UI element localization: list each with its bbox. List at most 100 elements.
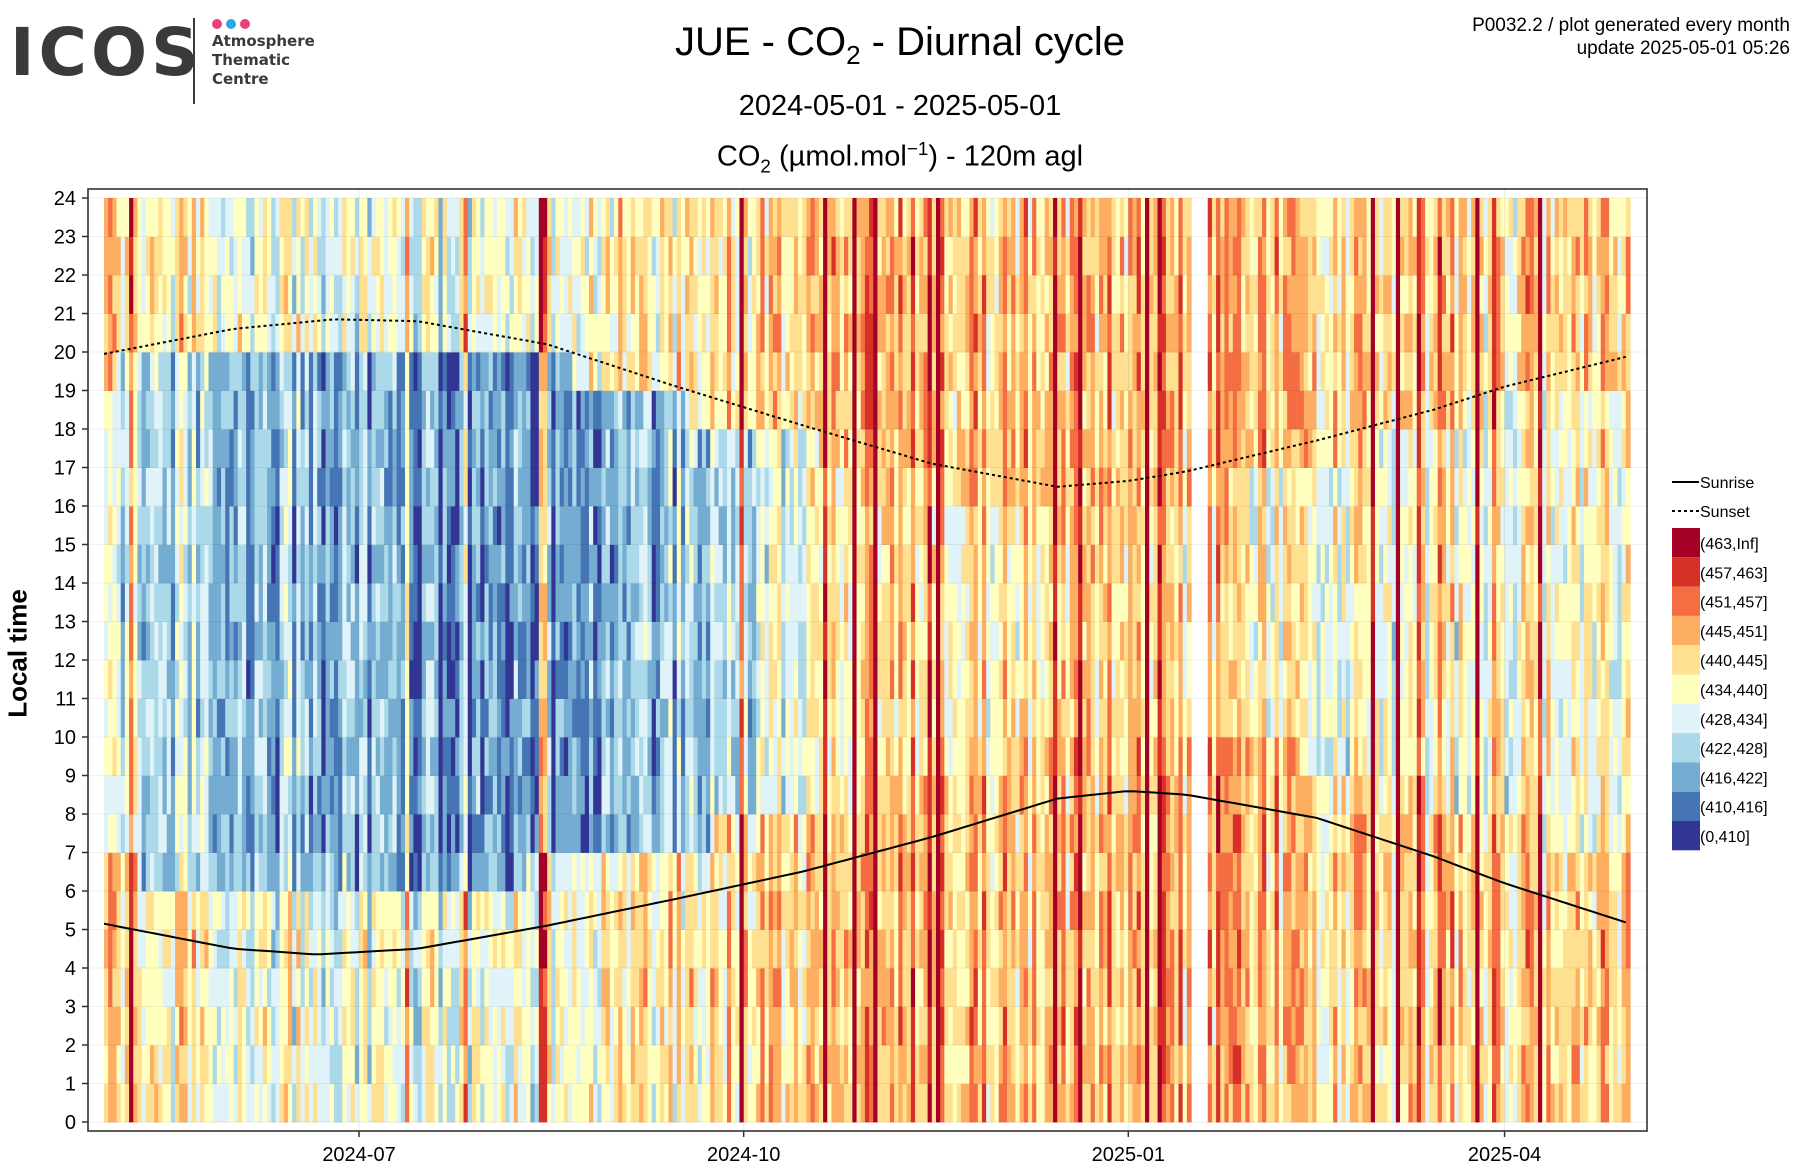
- heatmap-cell: [484, 891, 490, 930]
- heatmap-cell: [145, 429, 151, 468]
- heatmap-cell: [367, 891, 373, 930]
- heatmap-cell: [956, 929, 962, 969]
- heatmap-cell: [183, 275, 189, 314]
- heatmap-cell: [965, 698, 971, 738]
- heatmap-cell: [451, 1045, 456, 1084]
- heatmap-cell: [375, 352, 381, 391]
- heatmap-cell: [480, 275, 486, 314]
- heatmap-cell: [923, 1045, 929, 1084]
- heatmap-cell: [317, 390, 322, 430]
- heatmap-cell: [375, 544, 381, 584]
- heatmap-cell: [752, 275, 757, 314]
- heatmap-cell: [241, 814, 247, 853]
- heatmap-cell: [864, 1083, 870, 1123]
- heatmap-cell: [915, 891, 920, 930]
- heatmap-cell: [639, 737, 644, 776]
- heatmap-cell: [279, 1045, 285, 1084]
- heatmap-cell: [630, 467, 636, 507]
- heatmap-cell: [948, 891, 954, 930]
- heatmap-cell: [275, 737, 281, 776]
- heatmap-cell: [551, 467, 557, 507]
- heatmap-cell: [313, 313, 318, 353]
- heatmap-cell: [170, 1006, 176, 1046]
- heatmap-cell: [852, 313, 858, 353]
- heatmap-cell: [718, 1006, 724, 1046]
- heatmap-cell: [810, 275, 816, 314]
- heatmap-cell: [204, 660, 210, 699]
- heatmap-cell: [810, 660, 816, 699]
- heatmap-cell: [283, 198, 289, 237]
- heatmap-cell: [375, 968, 381, 1007]
- heatmap-cell: [233, 775, 239, 815]
- heatmap-cell: [793, 852, 799, 892]
- heatmap-cell: [480, 737, 486, 776]
- heatmap-cell: [551, 352, 557, 391]
- heatmap-cell: [216, 929, 222, 969]
- heatmap-cell: [133, 621, 139, 661]
- heatmap-cell: [630, 429, 636, 468]
- heatmap-cell: [262, 583, 268, 622]
- heatmap-cell: [522, 198, 527, 237]
- heatmap-cell: [283, 660, 289, 699]
- heatmap-cell: [170, 352, 176, 391]
- heatmap-cell: [321, 429, 327, 468]
- heatmap-cell: [179, 698, 185, 738]
- heatmap-cell: [572, 775, 578, 815]
- heatmap-cell: [764, 891, 770, 930]
- heatmap-cell: [860, 313, 866, 353]
- heatmap-cell: [250, 313, 256, 353]
- heatmap-cell: [363, 236, 368, 276]
- heatmap-cell: [158, 929, 164, 969]
- heatmap-cell: [108, 929, 113, 969]
- heatmap-cell: [931, 352, 937, 391]
- heatmap-cell: [806, 429, 812, 468]
- heatmap-cell: [154, 621, 159, 661]
- heatmap-cell: [852, 275, 858, 314]
- heatmap-cell: [835, 236, 841, 276]
- heatmap-cell: [313, 352, 318, 391]
- heatmap-cell: [839, 390, 845, 430]
- heatmap-cell: [969, 1083, 975, 1123]
- heatmap-cell: [488, 737, 494, 776]
- heatmap-cell: [626, 583, 632, 622]
- heatmap-cell: [547, 352, 552, 391]
- heatmap-cell: [129, 467, 134, 507]
- heatmap-cell: [329, 775, 335, 815]
- heatmap-cell: [200, 390, 205, 430]
- heatmap-cell: [354, 390, 360, 430]
- heatmap-cell: [626, 198, 632, 237]
- heatmap-cell: [446, 775, 452, 815]
- heatmap-cell: [522, 429, 527, 468]
- heatmap-cell: [651, 467, 657, 507]
- heatmap-cell: [760, 968, 766, 1007]
- heatmap-cell: [329, 583, 335, 622]
- heatmap-cell: [559, 852, 565, 892]
- heatmap-cell: [241, 275, 247, 314]
- heatmap-cell: [526, 236, 532, 276]
- heatmap-cell: [605, 198, 611, 237]
- heatmap-cell: [844, 313, 849, 353]
- heatmap-cell: [354, 775, 360, 815]
- heatmap-cell: [818, 737, 824, 776]
- heatmap-cell: [597, 814, 603, 853]
- heatmap-cell: [329, 698, 335, 738]
- heatmap-cell: [915, 236, 920, 276]
- heatmap-cell: [317, 775, 322, 815]
- heatmap-cell: [839, 313, 845, 353]
- heatmap-cell: [513, 390, 519, 430]
- heatmap-cell: [325, 929, 331, 969]
- heatmap-cell: [559, 929, 565, 969]
- heatmap-cell: [668, 1045, 674, 1084]
- heatmap-cell: [304, 583, 310, 622]
- heatmap-cell: [731, 313, 736, 353]
- heatmap-cell: [860, 621, 866, 661]
- heatmap-cell: [505, 275, 511, 314]
- heatmap-cell: [229, 968, 235, 1007]
- heatmap-cell: [777, 660, 782, 699]
- heatmap-cell: [798, 352, 803, 391]
- heatmap-cell: [931, 929, 937, 969]
- heatmap-cell: [392, 275, 398, 314]
- heatmap-cell: [296, 429, 302, 468]
- heatmap-cell: [609, 429, 615, 468]
- heatmap-cell: [104, 1045, 109, 1084]
